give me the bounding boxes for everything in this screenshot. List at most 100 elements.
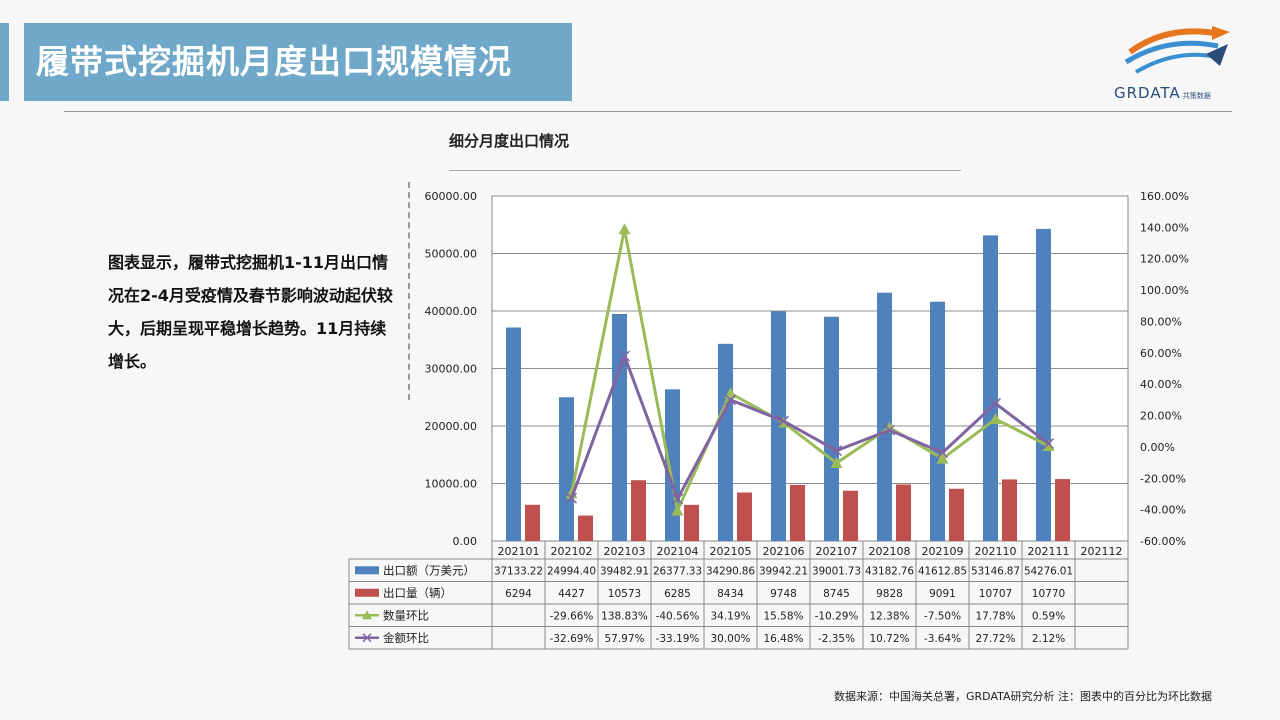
- y-tick-label: 60000.00: [425, 190, 478, 203]
- y-tick-label: 30000.00: [425, 363, 478, 376]
- qty-mom-point: [618, 223, 631, 235]
- qty-mom-point: [989, 413, 1002, 425]
- amt-mom-point: [671, 493, 684, 505]
- export-volume-bar: [790, 484, 805, 541]
- x-tick-label: 202103: [604, 545, 646, 558]
- data-label: 39001.73: [812, 565, 861, 577]
- amt-mom-point: [1042, 438, 1055, 450]
- logo-text: GRDATA 共策数据: [1114, 84, 1211, 102]
- export-amount-bar: [559, 397, 574, 541]
- export-amount-bar: [612, 313, 627, 541]
- data-label: 26377.33: [653, 565, 702, 577]
- data-label: 37133.22: [494, 565, 543, 577]
- legend-swatch: [355, 566, 379, 575]
- export-volume-bar: [525, 504, 540, 541]
- page-title: 履带式挖掘机月度出口规模情况: [24, 23, 572, 101]
- x-tick-label: 202109: [922, 545, 964, 558]
- export-amount-bar: [506, 327, 521, 541]
- export-volume-bar: [843, 490, 858, 541]
- amt-mom-point: [618, 350, 631, 362]
- data-label: 2.12%: [1032, 633, 1065, 645]
- export-amount-bar: [983, 235, 998, 541]
- legend-marker: [362, 633, 372, 643]
- export-volume-bar: [1002, 479, 1017, 541]
- data-label: 6285: [664, 588, 691, 600]
- data-label: 16.48%: [763, 633, 803, 645]
- chart-description: 图表显示，履带式挖掘机1-11月出口情况在2-4月受疫情及春节影响波动起伏较大，…: [108, 253, 393, 371]
- amt-mom-point: [830, 445, 843, 457]
- data-label: 43182.76: [865, 565, 914, 577]
- amt-mom-line: [570, 354, 1050, 501]
- y2-tick-label: 0.00%: [1140, 441, 1175, 454]
- data-label: 8745: [823, 588, 850, 600]
- data-label: -32.69%: [550, 633, 594, 645]
- data-label: 39482.91: [600, 565, 649, 577]
- qty-mom-point: [724, 387, 737, 399]
- data-label: 34290.86: [706, 565, 755, 577]
- qty-mom-point: [671, 504, 684, 516]
- data-label: 10.72%: [869, 633, 909, 645]
- y-tick-label: 20000.00: [425, 420, 478, 433]
- y2-tick-label: 140.00%: [1140, 221, 1189, 234]
- x-tick-label: 202111: [1028, 545, 1070, 558]
- source-footnote: 数据来源：中国海关总署，GRDATA研究分析 注：图表中的百分比为环比数据: [834, 690, 1212, 703]
- y2-tick-label: 100.00%: [1140, 284, 1189, 297]
- y-tick-label: 50000.00: [425, 248, 478, 261]
- data-label: 0.59%: [1032, 610, 1065, 622]
- data-label: -33.19%: [656, 633, 700, 645]
- y-tick-label: 0.00: [453, 535, 478, 548]
- data-label: 4427: [558, 588, 585, 600]
- export-amount-bar: [930, 301, 945, 541]
- data-label: 10707: [979, 588, 1012, 600]
- qty-mom-point: [936, 452, 949, 464]
- amt-mom-point: [989, 397, 1002, 409]
- legend-label: 数量环比: [383, 608, 429, 622]
- y2-tick-label: -40.00%: [1140, 504, 1186, 517]
- amt-mom-point: [565, 492, 578, 504]
- legend-swatch: [355, 588, 379, 597]
- header-divider: [64, 111, 1232, 112]
- data-label: 10573: [608, 588, 641, 600]
- y-tick-label: 10000.00: [425, 478, 478, 491]
- chart-title: 细分月度出口情况: [449, 132, 570, 150]
- legend-label: 出口额（万美元）: [383, 563, 475, 577]
- export-volume-bar: [684, 504, 699, 541]
- x-tick-label: 202105: [710, 545, 752, 558]
- data-label: 138.83%: [601, 610, 648, 622]
- export-volume-bar: [949, 488, 964, 541]
- y2-tick-label: 80.00%: [1140, 315, 1182, 328]
- y-tick-label: 40000.00: [425, 305, 478, 318]
- x-tick-label: 202107: [816, 545, 858, 558]
- amt-mom-point: [936, 447, 949, 459]
- data-label: 27.72%: [975, 633, 1015, 645]
- data-label: -2.35%: [818, 633, 855, 645]
- data-label: 10770: [1032, 588, 1065, 600]
- data-label: 9748: [770, 588, 797, 600]
- export-amount-bar: [1036, 228, 1051, 541]
- y2-tick-label: 120.00%: [1140, 253, 1189, 266]
- amt-mom-point: [777, 415, 790, 427]
- qty-mom-line: [570, 227, 1050, 513]
- x-tick-label: 202106: [763, 545, 805, 558]
- amt-mom-point: [724, 394, 737, 406]
- x-tick-label: 202102: [551, 545, 593, 558]
- data-label: 15.58%: [763, 610, 803, 622]
- export-amount-bar: [665, 389, 680, 541]
- data-label: 17.78%: [975, 610, 1015, 622]
- data-label: 39942.21: [759, 565, 808, 577]
- data-label: 24994.40: [547, 565, 596, 577]
- data-label: 57.97%: [604, 633, 644, 645]
- export-amount-bar: [824, 316, 839, 541]
- y2-tick-label: 20.00%: [1140, 410, 1182, 423]
- data-label: -3.64%: [924, 633, 961, 645]
- data-label: -10.29%: [815, 610, 859, 622]
- legend-label: 金额环比: [383, 631, 429, 645]
- title-accent: [0, 23, 9, 101]
- grdata-logo-icon: [1124, 26, 1230, 74]
- y2-tick-label: 40.00%: [1140, 378, 1182, 391]
- qty-mom-point: [1042, 439, 1055, 451]
- data-label: 53146.87: [971, 565, 1020, 577]
- export-amount-bar: [877, 292, 892, 541]
- qty-mom-point: [830, 457, 843, 469]
- chart-title-divider: [449, 170, 961, 171]
